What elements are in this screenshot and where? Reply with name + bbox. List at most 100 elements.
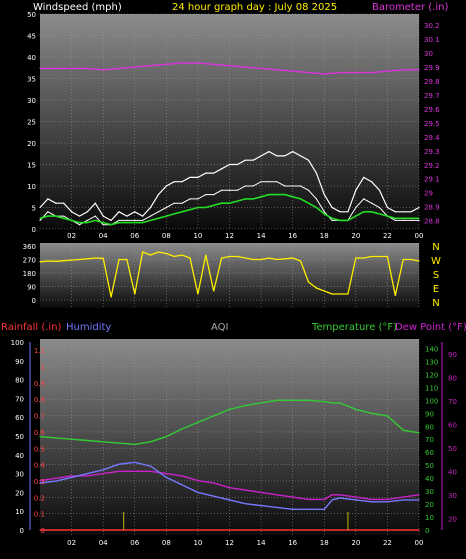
- wind-direction-line-point: [181, 254, 183, 256]
- wind-average-line-point: [78, 222, 81, 224]
- gust-line-point: [402, 211, 404, 213]
- barometer-line-point: [213, 63, 215, 65]
- wind-average-line-point: [244, 198, 246, 200]
- wind-average-line-point: [86, 222, 88, 224]
- windspeed-line-point: [197, 198, 199, 200]
- x-tick-label: 02: [67, 232, 76, 240]
- windspeed-line-point: [402, 219, 404, 221]
- direction-panel-series: [39, 251, 420, 298]
- x-tick-label: 00: [415, 232, 424, 240]
- windspeed-line-point: [221, 189, 223, 191]
- gust-line-point: [418, 206, 420, 209]
- wind-average-line-point: [189, 209, 191, 211]
- wind-direction-line-point: [78, 258, 81, 261]
- dew-point-line-point: [165, 473, 167, 475]
- barometer-line-point: [355, 72, 357, 74]
- rainfall-tick-label: 0: [41, 527, 45, 535]
- wind-average-line-point: [221, 202, 223, 204]
- wind-direction-line-point: [268, 257, 270, 259]
- windspeed-line-point: [371, 202, 373, 204]
- gust-line-point: [39, 206, 41, 209]
- wind-direction-line-point: [292, 257, 294, 259]
- humidity-tick-label: 60: [15, 414, 24, 422]
- rainfall-tick-label: 0.8: [34, 396, 45, 404]
- wind-average-line-point: [386, 215, 388, 217]
- humidity-line-point: [323, 508, 325, 510]
- wind-average-line-point: [71, 219, 73, 221]
- barometer-line-point: [323, 73, 325, 75]
- temperature-line-point: [39, 436, 41, 438]
- gust-line-point: [165, 185, 167, 187]
- humidity-line-point: [244, 503, 246, 505]
- barometer-tick-label: 29.2: [424, 162, 440, 170]
- temperature-line-point: [71, 438, 73, 440]
- windspeed-tick-label: 40: [27, 54, 36, 62]
- wind-direction-line-point: [55, 260, 57, 262]
- temperature-tick-label: 100: [425, 397, 438, 405]
- wind-direction-line-point: [339, 293, 341, 295]
- windspeed-tick-label: 35: [27, 76, 36, 84]
- wind-average-line-point: [55, 215, 57, 217]
- rainfall-line-point: [418, 529, 420, 531]
- temperature-tick-label: 30: [425, 488, 434, 496]
- windspeed-tick-label: 20: [27, 140, 36, 148]
- wind-direction-line-point: [307, 281, 310, 283]
- temperature-line-point: [134, 443, 136, 445]
- windspeed-line-point: [323, 211, 325, 213]
- wind-direction-line-point: [331, 293, 333, 295]
- dew-point-line-point: [386, 498, 388, 500]
- dew-point-line-point: [339, 494, 341, 496]
- humidity-line-point: [402, 499, 404, 501]
- humidity-tick-label: 30: [15, 471, 24, 479]
- temp-panel-background: [40, 339, 419, 535]
- barometer-tick-label: 30.2: [424, 22, 440, 30]
- gust-line-point: [78, 215, 81, 217]
- temperature-tick-label: 120: [425, 371, 438, 379]
- gust-line-point: [118, 211, 120, 213]
- barometer-tick-label: 29.5: [424, 120, 440, 128]
- barometer-tick-label: 29.4: [424, 134, 440, 142]
- barometer-line-point: [292, 70, 294, 72]
- temperature-tick-label: 60: [425, 449, 434, 457]
- windspeed-line-point: [173, 202, 175, 204]
- x-tick-label: 22: [383, 232, 392, 240]
- wind-direction-line-point: [63, 260, 65, 262]
- barometer-line-point: [339, 72, 341, 74]
- rainfall-tick-label: 0.1: [34, 511, 45, 519]
- windspeed-line-point: [181, 202, 183, 204]
- dew-point-line-point: [213, 482, 215, 484]
- barometer-line-point: [307, 72, 310, 74]
- temperature-line-point: [418, 432, 420, 434]
- dewpoint-tick-label: 90: [448, 351, 457, 359]
- wind-average-line-point: [307, 202, 310, 204]
- windspeed-line-point: [378, 206, 381, 209]
- wind-average-line-point: [410, 217, 412, 219]
- gust-line-point: [173, 181, 175, 183]
- windspeed-line-point: [276, 181, 278, 183]
- gust-line-point: [110, 219, 112, 221]
- gust-line-point: [134, 211, 136, 213]
- windspeed-line-point: [292, 185, 294, 187]
- wind-direction-line-point: [323, 290, 325, 292]
- x-tick-label: 18: [320, 232, 329, 240]
- barometer-tick-label: 29.8: [424, 78, 440, 86]
- barometer-line-point: [39, 67, 41, 69]
- wind-direction-line-point: [402, 258, 404, 261]
- humidity-line-point: [197, 491, 199, 493]
- wind-direction-line-point: [315, 287, 317, 289]
- wind-direction-line-point: [363, 257, 365, 259]
- gust-line-point: [189, 176, 191, 178]
- wind-panel-series: [39, 62, 420, 226]
- temperature-line-point: [371, 412, 373, 414]
- dewpoint-tick-label: 50: [448, 445, 457, 453]
- gust-line-point: [315, 172, 317, 174]
- windspeed-line-point: [205, 194, 207, 196]
- barometer-line-point: [71, 67, 73, 69]
- windspeed-line-point: [149, 215, 152, 217]
- wind-direction-line-point: [94, 257, 96, 259]
- rainfall-line-point: [39, 529, 41, 531]
- gust-line-point: [339, 211, 341, 213]
- humidity-line-point: [55, 480, 57, 482]
- wind-average-line-point: [228, 202, 231, 204]
- wind-average-line-point: [252, 198, 254, 200]
